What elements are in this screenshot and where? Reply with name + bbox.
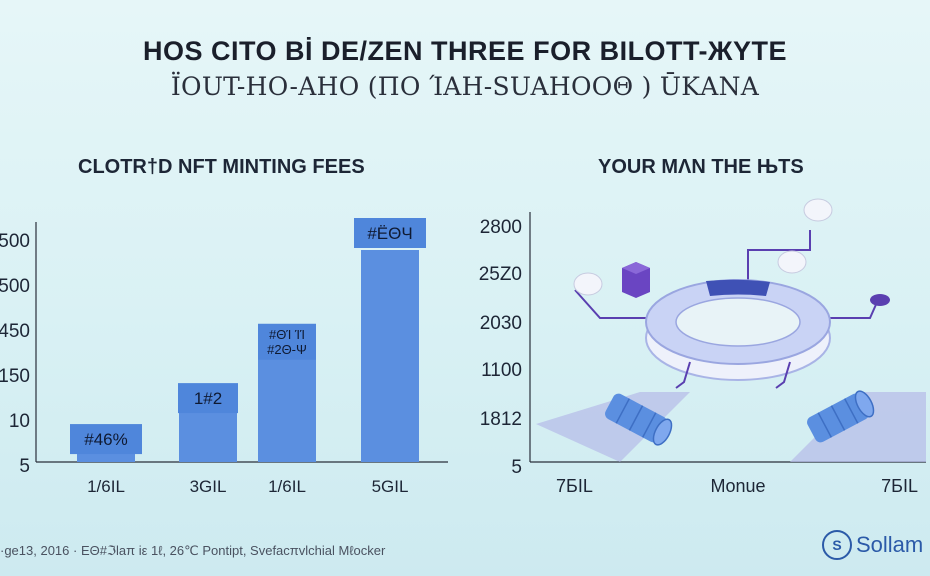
cylinder-ridge — [642, 412, 657, 438]
cylinder-icon — [605, 393, 673, 446]
brand: S Sollam — [822, 530, 923, 560]
ring-hole — [675, 297, 801, 347]
x-tick-label: 5GIL — [372, 477, 409, 496]
cube-top — [622, 262, 650, 274]
cloud-icon — [803, 198, 833, 222]
floor-plane-right — [790, 392, 926, 462]
brand-name: Sollam — [856, 532, 924, 557]
left-panel-title: CLOTR†D NFT MINTING FEES — [78, 156, 365, 178]
y-tick-label: 450 — [0, 321, 30, 342]
cylinder-cap — [854, 390, 875, 418]
cylinder-ridge — [830, 405, 846, 431]
x-tick-label: 7БIL — [881, 476, 918, 496]
cylinder-ridge — [628, 405, 644, 431]
cloud-icon — [573, 272, 603, 296]
x-tick-label: 3GIL — [190, 477, 227, 496]
y-tick-label: 10 — [9, 411, 30, 432]
right-panel-title: YOUR MΛN THE ЊTS — [598, 156, 804, 178]
y-tick-label: 5 — [19, 456, 30, 477]
y-tick-label: 1100 — [481, 360, 522, 381]
x-tick-label: Monue — [710, 476, 765, 496]
x-tick-label: 7БIL — [556, 476, 593, 496]
data-label-box — [258, 323, 316, 360]
cylinder-icon — [807, 390, 875, 443]
y-tick-label: 2030 — [480, 313, 522, 334]
data-label: #ΘΊ ΊΊ — [269, 327, 305, 342]
data-label: #46% — [84, 430, 127, 449]
cylinder-ridge — [844, 398, 859, 424]
cylinder-ridge — [615, 398, 630, 424]
bar — [361, 250, 419, 462]
x-tick-label: 1/6IL — [268, 477, 306, 496]
y-tick-label: 1812 — [480, 409, 522, 430]
y-tick-label: 500 — [0, 231, 30, 252]
data-label: #2Θ-Ψ — [267, 342, 307, 357]
data-label-box — [178, 383, 238, 414]
y-tick-label: 2800 — [480, 217, 522, 238]
ring-segment — [706, 279, 770, 296]
ring-leg — [775, 361, 791, 389]
data-label: #ЁΘЧ — [367, 224, 412, 243]
connector-line — [574, 289, 650, 319]
connector-line — [828, 299, 879, 319]
bar — [258, 351, 316, 462]
floor-plane-left — [536, 392, 690, 462]
chart-title: HOS CITO Bİ DE/ZEN THREE FOR BILOTT-ЖYTE — [143, 36, 787, 66]
x-tick-label: 1/6IL — [87, 477, 125, 496]
data-label-box — [354, 218, 426, 248]
data-label: 1#2 — [194, 389, 222, 408]
y-tick-label: 150 — [0, 366, 30, 387]
cloud-icon — [777, 250, 807, 274]
footer-credit: ·ge13, 2016 · ΕΘ#ℑlaπ iε 1ℓ, 26℃ Pontipt… — [0, 543, 386, 558]
bar — [179, 411, 237, 462]
data-label-box — [70, 424, 142, 455]
y-tick-label: 25Z0 — [479, 264, 522, 285]
connector-line — [747, 230, 811, 282]
cylinder-ridge — [817, 412, 832, 438]
pill-icon — [870, 294, 890, 306]
y-tick-label: 5 — [511, 457, 522, 478]
cylinder-cap — [652, 418, 673, 446]
chart-subtitle: ΪOUT-HO-AHO (ΠΟ ΊΑΗ-SUAΗΟΟΘ ) ŪΚΑΝΑ — [170, 72, 760, 101]
brand-logo-icon: S — [822, 530, 852, 560]
ring-leg — [675, 361, 691, 389]
y-tick-label: 500 — [0, 276, 30, 297]
